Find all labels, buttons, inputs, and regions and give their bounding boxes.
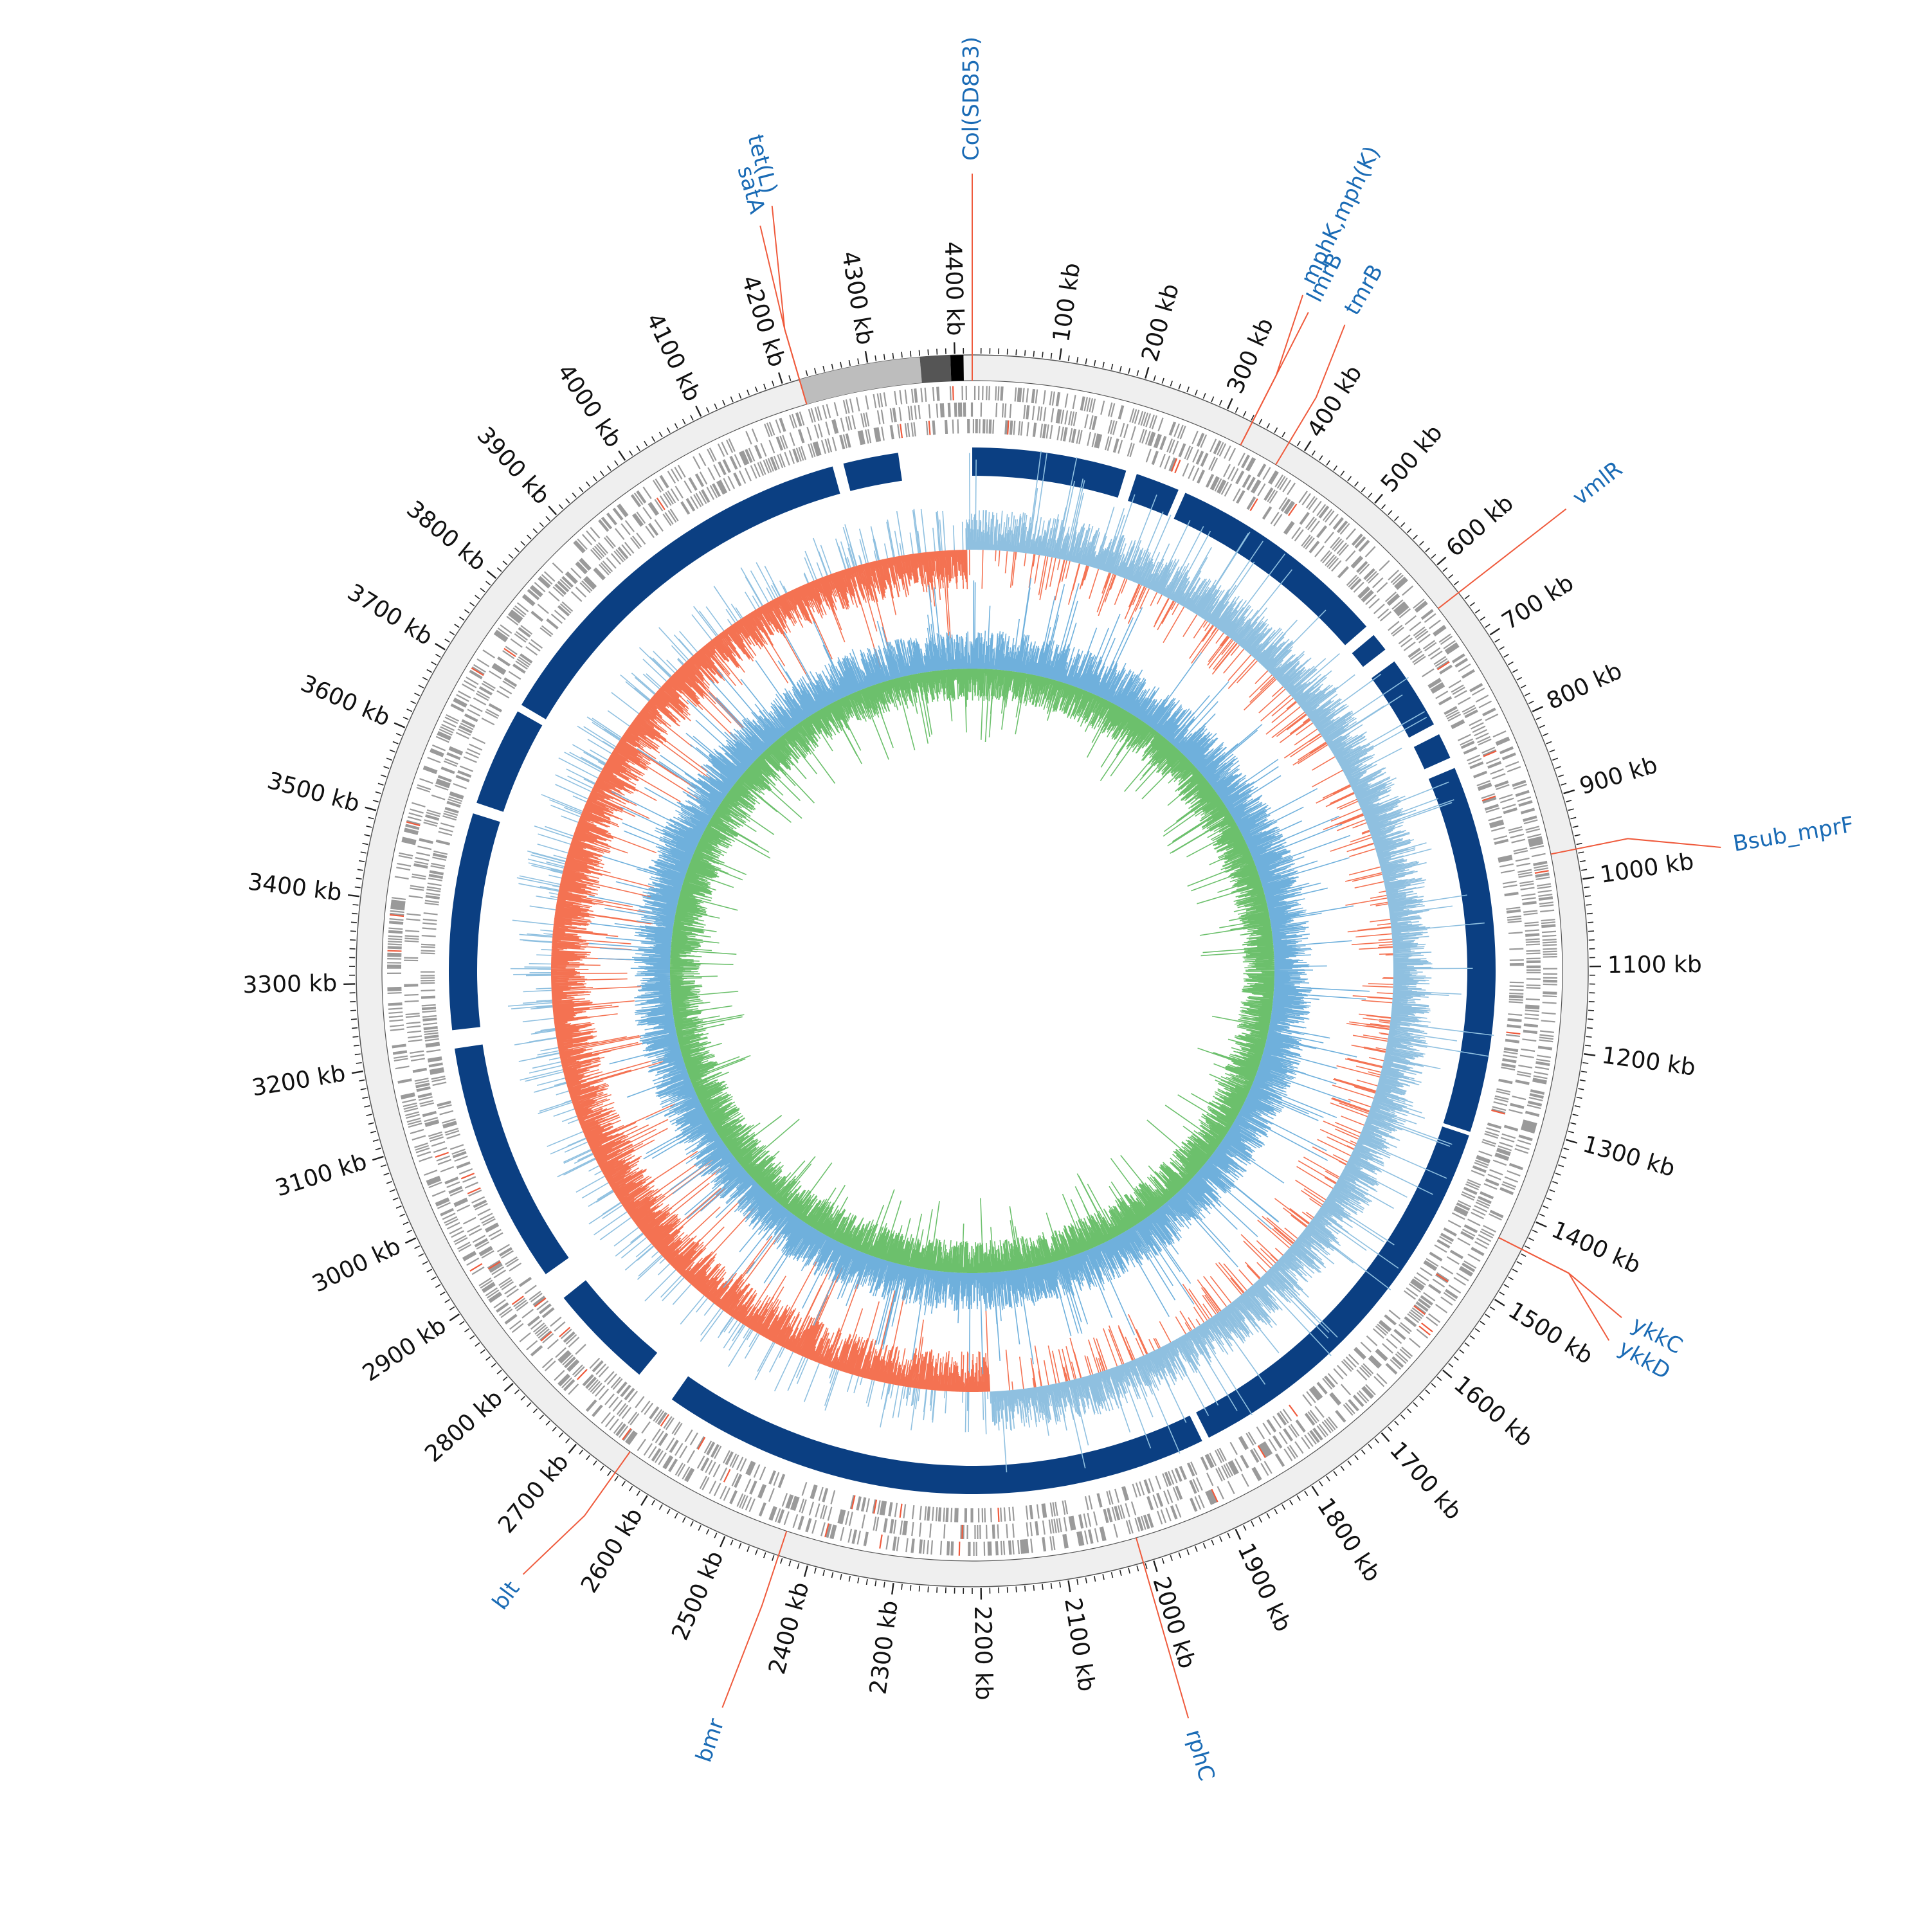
tick-label: 3000 kb xyxy=(309,1233,405,1298)
tick-label: 4400 kb xyxy=(939,241,968,336)
tick-label: 3300 kb xyxy=(242,970,338,998)
annotation-leader-line xyxy=(522,1451,631,1575)
homology-block-9 xyxy=(563,1280,658,1375)
kb-scale-ticks xyxy=(343,342,1601,1600)
annotation-leader-line xyxy=(1275,324,1346,465)
tick-label: 700 kb xyxy=(1498,570,1579,635)
annotation-leader-line xyxy=(1550,838,1721,855)
annotation-leader-line xyxy=(1498,1237,1610,1341)
contig-segments xyxy=(799,355,964,404)
annotation-leader-line xyxy=(771,205,808,405)
tick-label: 1500 kb xyxy=(1503,1297,1597,1369)
contig-segment-0 xyxy=(799,357,922,404)
gene-label: blt xyxy=(487,1576,525,1614)
tick-label: 2100 kb xyxy=(1059,1596,1100,1693)
homology-block-8 xyxy=(671,1376,1202,1495)
gc-content-track xyxy=(507,451,1494,1473)
tick-label: 4000 kb xyxy=(552,359,626,452)
annotation-leader-line xyxy=(759,225,808,405)
tick-label: 800 kb xyxy=(1543,658,1626,715)
gene-label: rphC xyxy=(1181,1727,1220,1784)
tick-label: 2600 kb xyxy=(576,1503,648,1597)
tick-label: 3900 kb xyxy=(471,422,554,510)
homology-block-1 xyxy=(1128,474,1179,516)
homology-block-10 xyxy=(455,1044,569,1274)
tick-label: 400 kb xyxy=(1302,361,1367,442)
major-ticks xyxy=(343,342,1601,1600)
homology-block-5 xyxy=(1413,734,1451,770)
annotation-leader-line xyxy=(1240,312,1309,446)
tick-label: 3500 kb xyxy=(264,768,362,818)
homology-block-4 xyxy=(1372,661,1435,738)
tick-label: 1200 kb xyxy=(1600,1042,1697,1081)
gene-label: vmlR xyxy=(1568,456,1627,510)
annotation-leader-line xyxy=(1136,1537,1190,1719)
tick-label: 1800 kb xyxy=(1312,1494,1386,1587)
tick-label: 4200 kb xyxy=(736,273,790,370)
gc-skew-track xyxy=(588,577,1370,1375)
homology-block-2 xyxy=(1173,492,1367,646)
gene-label: Bsub_mprF xyxy=(1732,812,1856,857)
tick-label: 1100 kb xyxy=(1608,952,1702,979)
homology-block-7 xyxy=(1196,1126,1469,1438)
tick-label: 100 kb xyxy=(1048,261,1085,343)
feature-ticks xyxy=(387,386,1557,1557)
tick-label: 2500 kb xyxy=(667,1547,729,1644)
gene-label: tmrB xyxy=(1339,260,1388,320)
tick-label: 4100 kb xyxy=(640,309,705,406)
contig-segment-1 xyxy=(919,355,952,383)
gc-content-above xyxy=(507,451,1494,1473)
homology-track xyxy=(449,447,1496,1495)
contig-segment-2 xyxy=(950,355,964,381)
homology-block-6 xyxy=(1428,768,1496,1132)
gc-content-below xyxy=(550,550,1393,1393)
tick-label: 500 kb xyxy=(1376,420,1448,498)
tick-label: 1300 kb xyxy=(1580,1131,1678,1182)
tick-label: 2200 kb xyxy=(969,1606,997,1701)
homology-block-13 xyxy=(521,466,840,719)
homology-block-3 xyxy=(1352,635,1386,667)
tick-label: 2700 kb xyxy=(493,1449,574,1539)
homology-block-11 xyxy=(449,813,500,1031)
tick-label: 3700 kb xyxy=(343,579,437,651)
tick-label: 3800 kb xyxy=(401,496,491,576)
tick-label: 1600 kb xyxy=(1449,1371,1537,1452)
tick-label: 3400 kb xyxy=(246,869,343,906)
tick-label: 4300 kb xyxy=(837,249,878,347)
annotation-leader-line xyxy=(1438,508,1567,609)
tick-label: 3200 kb xyxy=(250,1060,347,1101)
tick-label: 1000 kb xyxy=(1598,848,1696,888)
homology-block-14 xyxy=(843,453,902,491)
gene-label: bmr xyxy=(691,1715,730,1765)
gc-skew-inner xyxy=(669,668,1275,1274)
tick-label: 2400 kb xyxy=(764,1579,815,1677)
tick-label: 600 kb xyxy=(1442,490,1519,562)
gene-label: Col(SD853) xyxy=(959,37,984,161)
tick-label: 3600 kb xyxy=(297,671,394,732)
feature-ticks-highlight xyxy=(387,386,1549,1556)
tick-label: 2000 kb xyxy=(1147,1574,1200,1672)
homology-block-12 xyxy=(476,711,543,812)
homology-block-0 xyxy=(972,447,1127,498)
tick-label: 1700 kb xyxy=(1384,1437,1467,1525)
tick-label: 200 kb xyxy=(1137,281,1184,365)
tick-label: 2300 kb xyxy=(865,1599,903,1696)
feature-track xyxy=(387,386,1557,1557)
tick-label: 900 kb xyxy=(1577,752,1660,800)
tick-label: 2800 kb xyxy=(420,1385,508,1468)
annotation-leader-line xyxy=(721,1531,788,1708)
tick-label: 1900 kb xyxy=(1232,1539,1296,1636)
tick-label: 3100 kb xyxy=(272,1148,370,1202)
gc-skew-outer xyxy=(588,577,1370,1375)
tick-label: 2900 kb xyxy=(358,1312,451,1387)
